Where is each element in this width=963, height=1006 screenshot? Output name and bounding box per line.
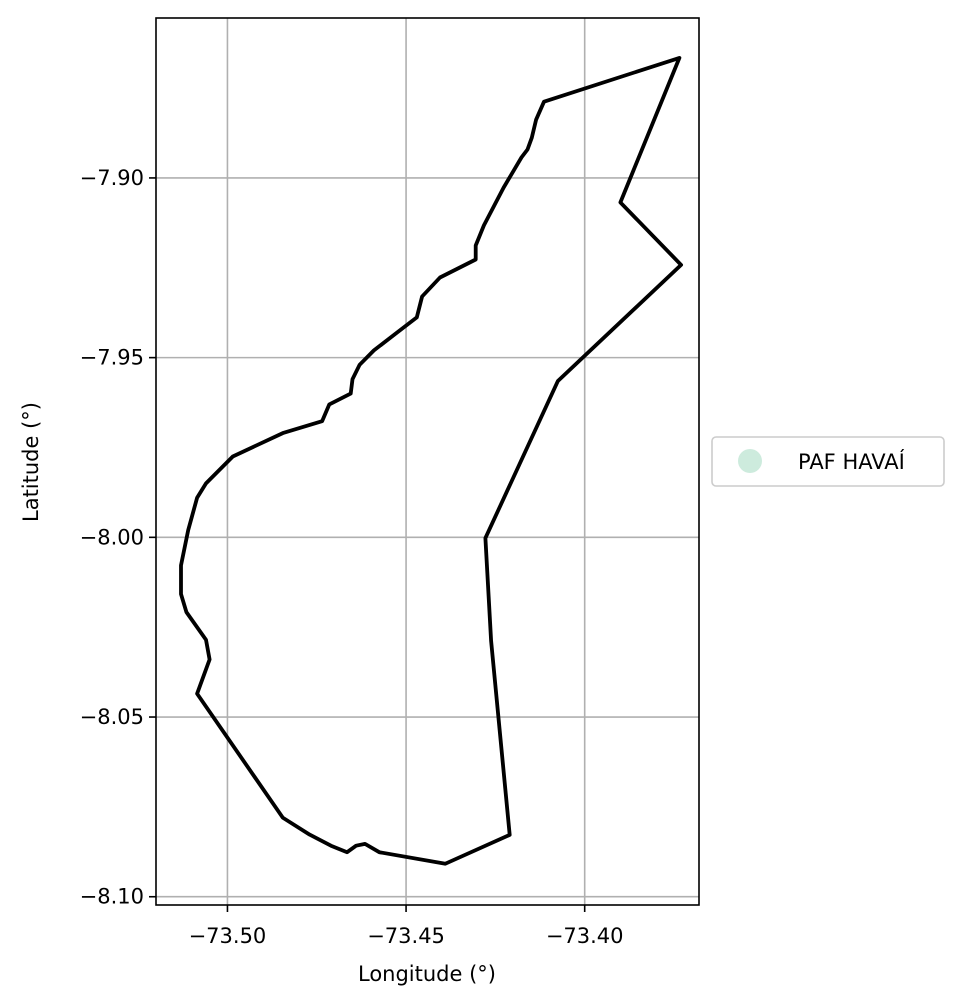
legend: PAF HAVAÍ	[711, 436, 945, 487]
legend-marker-circle	[738, 449, 762, 473]
axes-frame	[155, 17, 700, 906]
axis-ticks: −73.50 −73.45 −73.40 −7.90 −7.95 −8.00 −8.05 −8…	[80, 166, 624, 948]
legend-entry-label: PAF HAVAÍ	[798, 449, 905, 474]
y-tick-label: −8.00	[80, 525, 144, 549]
x-tick-label: −73.50	[189, 924, 267, 948]
boundary-polygon-paf-havai	[179, 56, 683, 866]
x-tick-label: −73.45	[367, 924, 445, 948]
y-tick-label: −8.05	[80, 705, 144, 729]
y-axis-label: Latitude (°)	[19, 402, 43, 522]
x-tick-label: −73.40	[546, 924, 624, 948]
x-axis-label: Longitude (°)	[358, 962, 496, 986]
y-tick-label: −7.90	[80, 166, 144, 190]
legend-box	[711, 436, 945, 487]
y-tick-label: −7.95	[80, 346, 144, 370]
grid-lines	[156, 18, 699, 905]
data-layer	[179, 56, 683, 866]
y-tick-label: −8.10	[80, 885, 144, 909]
